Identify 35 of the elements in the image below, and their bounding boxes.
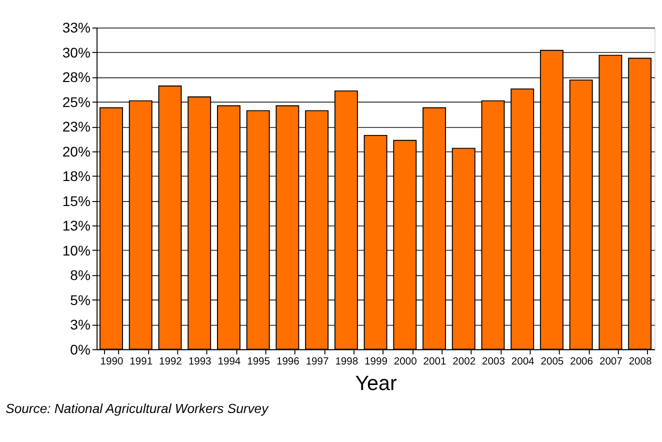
y-tick-label: 30% — [62, 44, 90, 60]
x-tick-label: 2008 — [628, 356, 652, 368]
x-tick-label: 2004 — [511, 356, 535, 368]
x-tick-label: 2006 — [570, 356, 594, 368]
x-tick-label: 2005 — [540, 356, 564, 368]
y-tick-label: 23% — [62, 118, 90, 135]
source-note: Source: National Agricultural Workers Survey — [6, 400, 270, 416]
y-tick-label: 3% — [70, 316, 90, 333]
x-tick-label: 1991 — [130, 356, 153, 368]
x-tick-label: 1996 — [276, 356, 300, 368]
x-tick-label: 1993 — [188, 356, 212, 368]
x-tick-label: 1999 — [364, 356, 388, 368]
x-axis-title: Year — [355, 372, 397, 395]
y-tick-label: 8% — [70, 267, 90, 284]
x-tick-label: 2000 — [394, 356, 418, 368]
y-tick-label: 0% — [70, 341, 90, 358]
x-tick-label: 1998 — [335, 356, 358, 368]
y-tick-label: 25% — [62, 94, 90, 110]
x-tick-label: 1990 — [100, 356, 124, 368]
x-tick-label: 1997 — [306, 356, 329, 368]
y-tick-label: 5% — [70, 292, 90, 308]
y-tick-label: 33% — [62, 20, 90, 36]
x-tick-label: 1995 — [247, 356, 270, 368]
y-tick-label: 15% — [62, 192, 90, 209]
y-tick-label: 20% — [62, 143, 90, 160]
x-tick-label: 1994 — [218, 356, 241, 368]
y-tick-label: 28% — [62, 69, 90, 86]
y-tick-label: 10% — [62, 242, 90, 258]
x-tick-label: 2007 — [599, 356, 623, 368]
x-tick-label: 1992 — [159, 356, 182, 368]
y-tick-label: 13% — [62, 218, 90, 234]
x-tick-label: 2002 — [452, 356, 476, 368]
y-tick-label: 18% — [62, 168, 90, 184]
x-tick-label: 2001 — [423, 356, 446, 368]
x-tick-label: 2003 — [482, 356, 506, 368]
